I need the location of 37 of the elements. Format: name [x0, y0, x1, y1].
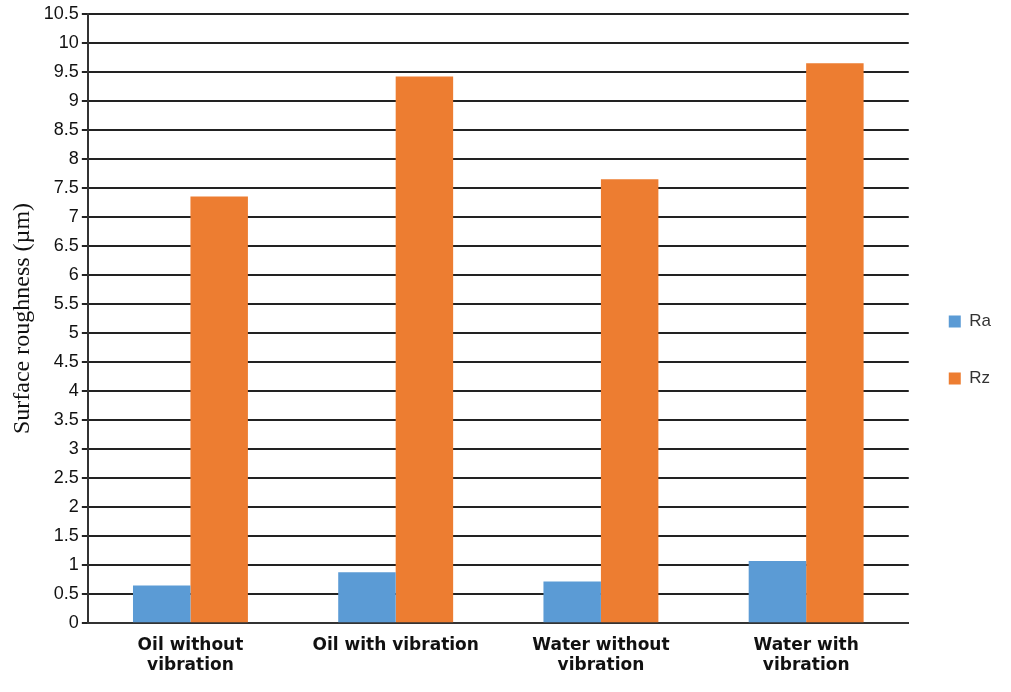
- y-tick-label: 9.5: [53, 60, 79, 81]
- y-tick-label: 5.5: [53, 292, 79, 313]
- bar: [748, 561, 807, 623]
- bar: [543, 581, 601, 623]
- y-tick-label: 4: [68, 380, 79, 401]
- y-tick-label: 1: [68, 554, 79, 575]
- x-tick-label: Water without vibration: [532, 633, 670, 675]
- y-tick-label: 8: [68, 147, 79, 168]
- y-tick-label: 0: [68, 612, 79, 633]
- x-tick-label: Water with vibration: [753, 633, 859, 675]
- bar: [190, 196, 248, 623]
- y-tick-label: 3: [68, 438, 79, 459]
- y-tick-label: 6: [68, 263, 79, 284]
- legend-label: Ra: [969, 311, 992, 331]
- y-tick-label: 1.5: [53, 525, 79, 546]
- bar: [395, 76, 454, 623]
- y-tick-label: 3.5: [53, 409, 79, 430]
- x-tick-label: Oil with vibration: [312, 633, 479, 654]
- bar: [338, 572, 396, 623]
- y-tick-label: 0.5: [53, 583, 79, 604]
- y-tick-label: 8.5: [53, 118, 79, 139]
- y-axis-title: Surface roughness (µm): [7, 202, 34, 435]
- legend-label: Rz: [969, 368, 991, 388]
- y-tick-label: 7.5: [53, 176, 79, 197]
- y-tick-label: 7: [68, 205, 79, 226]
- bar: [806, 63, 864, 623]
- y-tick-label: 10: [58, 31, 79, 52]
- bar: [600, 179, 659, 623]
- y-tick-label: 2.5: [53, 467, 79, 488]
- y-tick-label: 2: [68, 496, 79, 517]
- x-tick-label: Oil without vibration: [137, 633, 244, 675]
- y-tick-label: 6.5: [53, 234, 79, 255]
- y-tick-label: 5: [68, 321, 79, 342]
- y-tick-label: 9: [68, 89, 79, 110]
- y-tick-label: 10.5: [43, 2, 79, 23]
- bar: [132, 585, 191, 623]
- y-tick-label: 4.5: [53, 351, 79, 371]
